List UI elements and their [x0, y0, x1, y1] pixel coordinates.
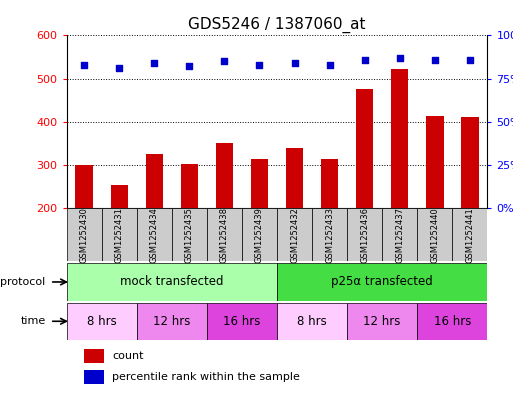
Point	[466, 57, 474, 63]
Bar	[391, 69, 408, 208]
Bar	[110, 185, 128, 208]
Text: 12 hrs: 12 hrs	[364, 315, 401, 328]
Bar	[461, 117, 479, 208]
Text: 12 hrs: 12 hrs	[153, 315, 190, 328]
Bar	[75, 165, 93, 208]
Text: GSM1252433: GSM1252433	[325, 207, 334, 263]
Bar	[277, 208, 312, 261]
Bar	[207, 303, 277, 340]
Point	[430, 57, 439, 63]
Bar	[286, 148, 303, 208]
Bar	[146, 154, 163, 208]
Bar	[102, 208, 137, 261]
Bar	[382, 208, 417, 261]
Bar	[356, 90, 373, 208]
Bar	[347, 303, 417, 340]
Point	[80, 62, 88, 68]
Point	[185, 63, 193, 70]
Text: GSM1252438: GSM1252438	[220, 207, 229, 263]
Bar	[417, 208, 452, 261]
Text: GSM1252436: GSM1252436	[360, 207, 369, 263]
Bar	[67, 303, 137, 340]
Bar	[321, 158, 339, 208]
Point	[361, 57, 369, 63]
Bar	[242, 208, 277, 261]
Bar	[84, 349, 104, 363]
Text: protocol: protocol	[1, 277, 46, 287]
Text: time: time	[21, 316, 46, 326]
Bar	[181, 164, 198, 208]
Bar	[137, 208, 172, 261]
Bar	[207, 208, 242, 261]
Point	[150, 60, 159, 66]
Point	[255, 62, 264, 68]
Text: count: count	[112, 351, 144, 361]
Point	[115, 65, 123, 72]
Text: p25α transfected: p25α transfected	[331, 275, 433, 288]
Text: GSM1252432: GSM1252432	[290, 207, 299, 263]
Text: GSM1252430: GSM1252430	[80, 207, 89, 263]
Bar	[277, 303, 347, 340]
Text: GSM1252440: GSM1252440	[430, 207, 439, 263]
Bar	[215, 143, 233, 208]
Text: 8 hrs: 8 hrs	[87, 315, 116, 328]
Bar	[137, 303, 207, 340]
Point	[396, 55, 404, 61]
Text: GSM1252441: GSM1252441	[465, 207, 475, 263]
Bar	[452, 208, 487, 261]
Bar	[417, 303, 487, 340]
Text: 16 hrs: 16 hrs	[223, 315, 261, 328]
Point	[290, 60, 299, 66]
Text: GSM1252434: GSM1252434	[150, 207, 159, 263]
Bar	[84, 370, 104, 384]
Title: GDS5246 / 1387060_at: GDS5246 / 1387060_at	[188, 17, 366, 33]
Text: GSM1252439: GSM1252439	[255, 207, 264, 263]
Text: GSM1252437: GSM1252437	[395, 207, 404, 263]
Bar	[312, 208, 347, 261]
Point	[325, 62, 333, 68]
Bar	[347, 208, 382, 261]
Bar	[251, 158, 268, 208]
Bar	[277, 263, 487, 301]
Bar	[67, 263, 277, 301]
Text: 16 hrs: 16 hrs	[433, 315, 471, 328]
Bar	[426, 116, 444, 208]
Text: GSM1252431: GSM1252431	[115, 207, 124, 263]
Text: percentile rank within the sample: percentile rank within the sample	[112, 372, 300, 382]
Bar	[67, 208, 102, 261]
Text: GSM1252435: GSM1252435	[185, 207, 194, 263]
Point	[220, 58, 228, 64]
Text: 8 hrs: 8 hrs	[297, 315, 327, 328]
Bar	[172, 208, 207, 261]
Text: mock transfected: mock transfected	[120, 275, 224, 288]
